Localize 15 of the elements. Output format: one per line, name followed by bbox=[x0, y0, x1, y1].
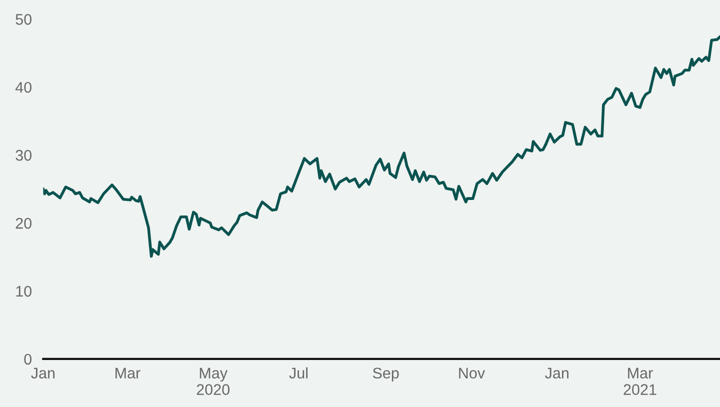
y-tick-label: 20 bbox=[16, 218, 32, 229]
x-tick-label: Mar 2021 bbox=[624, 368, 656, 395]
y-tick-label: 0 bbox=[24, 354, 32, 365]
y-tick-label: 30 bbox=[16, 150, 32, 161]
y-tick-label: 40 bbox=[15, 82, 32, 93]
x-tick-label: Jan bbox=[31, 368, 55, 379]
x-tick-label: Jan bbox=[545, 368, 568, 379]
y-tick-label: 10 bbox=[16, 286, 32, 297]
line-series bbox=[43, 35, 720, 258]
x-tick-label: May 2020 bbox=[196, 368, 230, 395]
x-tick-label: Sep bbox=[372, 368, 399, 382]
x-tick-label: Nov bbox=[459, 368, 485, 379]
y-tick-label: 50 bbox=[16, 14, 32, 25]
x-tick-label: Jul bbox=[289, 367, 308, 379]
x-tick-label: Mar bbox=[116, 368, 140, 379]
